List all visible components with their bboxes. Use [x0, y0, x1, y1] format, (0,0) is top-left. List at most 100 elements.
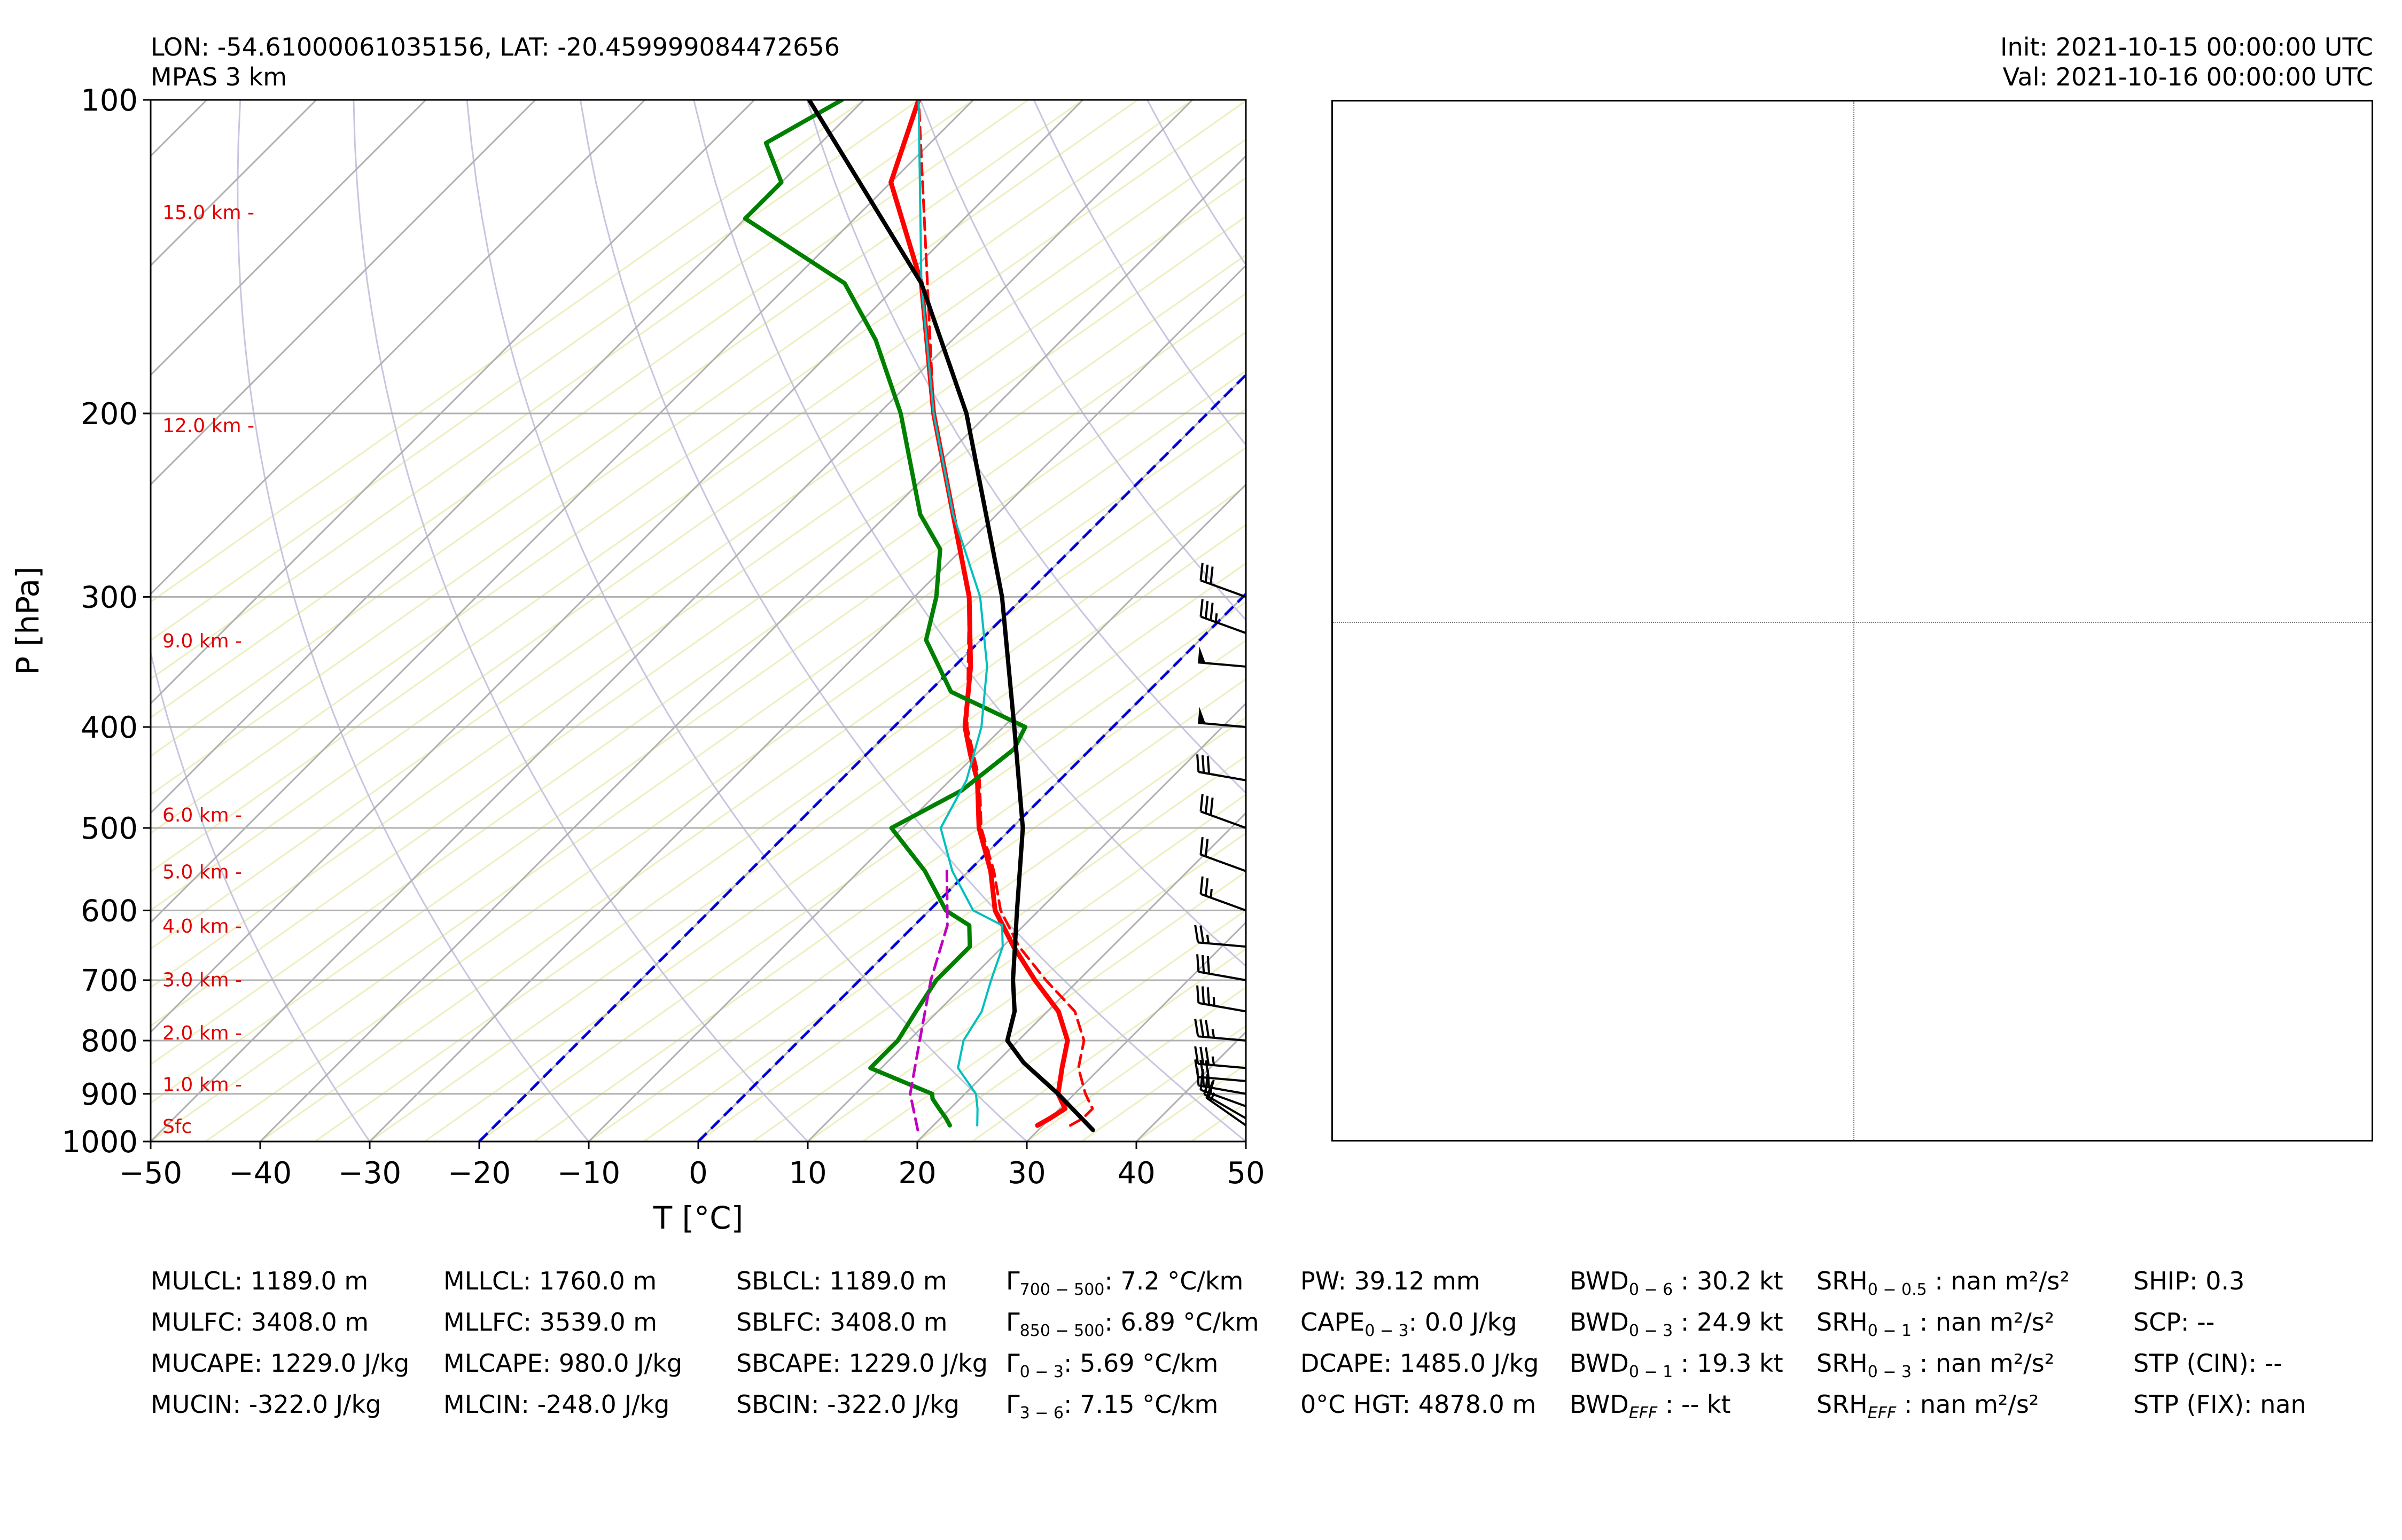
gridlines: [151, 100, 1246, 1142]
mixing-guide-line: [533, 639, 1246, 1142]
mixing-guide-line: [971, 948, 1246, 1142]
mixing-guide-line: [151, 254, 1246, 1027]
mixing-guide-line: [862, 871, 1246, 1142]
wind-barb-flag: [1210, 566, 1214, 584]
index-sblcl: SBLCL: 1189.0 m: [736, 1267, 947, 1295]
background-lines: [151, 100, 1246, 1142]
index-mucape: MUCAPE: 1229.0 J/kg: [151, 1349, 410, 1378]
mixing-guide-line: [314, 485, 1246, 1142]
wind-barb-flag: [1206, 987, 1211, 1005]
wind-barb-flag: [1210, 603, 1214, 621]
index-lapse-3-6: Γ3 − 6: 7.15 °C/km: [1006, 1390, 1219, 1423]
wind-barb-flag: [1204, 600, 1209, 619]
index-scp: SCP: --: [2133, 1308, 2215, 1336]
wind-barb-staff: [1198, 1062, 1246, 1069]
mixing-guide-line: [588, 678, 1246, 1142]
axes: −50 −40 −30 −20 −10 0 10 20 30 40 50 1000 900 800 700 6…: [61, 83, 1265, 1191]
dry-adiabat-line: [353, 100, 809, 1142]
index-srh-0-05: SRH0 − 0.5 : nan m²/s²: [1816, 1267, 2070, 1300]
plot-frame: [150, 99, 1247, 1143]
index-sbcin: SBCIN: -322.0 J/kg: [736, 1390, 960, 1419]
wind-barb-staff: [1200, 854, 1246, 872]
highlight-isotherm-line: [697, 592, 1246, 1142]
wind-barb-flag: [1199, 562, 1204, 581]
index-mlcape: MLCAPE: 980.0 J/kg: [443, 1349, 683, 1378]
height-label: 9.0 km -: [162, 630, 242, 652]
height-label: 1.0 km -: [162, 1074, 242, 1096]
index-lapse-0-3: Γ0 − 3: 5.69 °C/km: [1006, 1349, 1219, 1382]
virtual-temperature-line: [917, 100, 1094, 1127]
mixing-guide-line: [752, 793, 1246, 1142]
mixing-guide-line: [151, 100, 1246, 873]
height-label: 15.0 km -: [162, 202, 254, 224]
height-label: 6.0 km -: [162, 804, 242, 826]
wind-barb: [1199, 794, 1246, 829]
highlight-isotherm-line: [478, 373, 1246, 1142]
wind-barb-flag: [1205, 1060, 1210, 1078]
isotherm-line: [588, 483, 1246, 1142]
x-axis-label: T [°C]: [653, 1200, 744, 1236]
wind-barb: [1199, 837, 1246, 872]
indices-column-ml: MLLCL: 1760.0 m MLLFC: 3539.0 m MLCAPE: …: [443, 1265, 682, 1429]
index-bwd-0-1: BWD0 − 1 : 19.3 kt: [1570, 1349, 1783, 1382]
wind-barb-staff: [1204, 1093, 1246, 1120]
indices-column-srh: SRH0 − 0.5 : nan m²/s² SRH0 − 1 : nan m²…: [1816, 1265, 2070, 1429]
isotherm-line: [151, 100, 427, 377]
x-tick-label: 30: [1008, 1156, 1046, 1191]
index-stp-cin: STP (CIN): --: [2133, 1349, 2282, 1378]
index-mulcl: MULCL: 1189.0 m: [151, 1267, 369, 1295]
wind-barb-flag: [1210, 798, 1214, 816]
hodograph-zero-u-line: [1853, 101, 1854, 1140]
parcel-profile-line: [807, 100, 1095, 1132]
wind-barb: [1196, 954, 1246, 981]
hodograph-panel: [1331, 100, 2373, 1142]
height-label: 12.0 km -: [162, 415, 254, 437]
x-tick-label: −10: [557, 1156, 620, 1191]
wind-barb-half-flag: [1206, 934, 1210, 944]
wind-barb-flag: [1199, 837, 1204, 855]
x-tick-label: 40: [1117, 1156, 1155, 1191]
wind-barb-half-flag: [1211, 1056, 1215, 1066]
y-tick-label: 800: [81, 1024, 138, 1059]
wind-barb-flag: [1205, 1020, 1210, 1038]
index-srh-0-3: SRH0 − 3 : nan m²/s²: [1816, 1349, 2055, 1382]
index-lapse-850-500: Γ850 − 500: 6.89 °C/km: [1006, 1308, 1259, 1341]
index-dcape: DCAPE: 1485.0 J/kg: [1300, 1349, 1539, 1378]
wind-barb-half-flag: [1210, 888, 1213, 898]
height-label: 5.0 km -: [162, 862, 242, 884]
mixing-guide-line: [151, 100, 864, 603]
indices-table: MULCL: 1189.0 m MULFC: 3408.0 m MUCAPE: …: [0, 1265, 2402, 1479]
mixing-guide-line: [151, 331, 1246, 1104]
dry-adiabat-line: [579, 100, 1246, 1142]
wind-barb-flag: [1196, 754, 1200, 772]
isotherm-line: [151, 100, 646, 596]
indices-column-sb: SBLCL: 1189.0 m SBLFC: 3408.0 m SBCAPE: …: [736, 1265, 988, 1429]
profile-traces: [743, 100, 1095, 1132]
wind-barb-flag: [1199, 1060, 1205, 1078]
wind-barb-flag: [1199, 1019, 1205, 1037]
dry-adiabat-line: [806, 100, 1246, 794]
model-label: MPAS 3 km: [151, 62, 287, 91]
wind-barb-flag: [1201, 755, 1205, 773]
y-tick-label: 600: [81, 894, 138, 928]
wind-barb-staff: [1198, 1035, 1246, 1042]
wind-barb-flag: [1194, 1059, 1199, 1077]
index-sbcape: SBCAPE: 1229.0 J/kg: [736, 1349, 988, 1378]
wind-barb-staff: [1198, 1002, 1246, 1013]
wind-barb-flag: [1199, 925, 1205, 943]
x-tick-label: 0: [689, 1156, 708, 1191]
wind-barb-pennant: [1198, 646, 1206, 663]
height-label: Sfc: [162, 1116, 192, 1138]
wind-barb-flag: [1199, 599, 1204, 617]
mixing-guide-line: [151, 100, 1138, 796]
index-cape-0-3: CAPE0 − 3: 0.0 J/kg: [1300, 1308, 1517, 1341]
wind-barb-half-flag: [1211, 1029, 1215, 1038]
indices-column-composite: SHIP: 0.3 SCP: -- STP (CIN): -- STP (FIX…: [2133, 1265, 2306, 1429]
isotherm-line: [1026, 921, 1246, 1142]
isotherm-line: [916, 811, 1246, 1142]
x-tick-label: 50: [1227, 1156, 1265, 1191]
wind-barb: [1196, 754, 1246, 781]
wind-barb-flag: [1204, 878, 1209, 896]
index-bwd-eff: BWDEFF : -- kt: [1570, 1390, 1731, 1423]
y-tick-label: 700: [81, 964, 138, 998]
